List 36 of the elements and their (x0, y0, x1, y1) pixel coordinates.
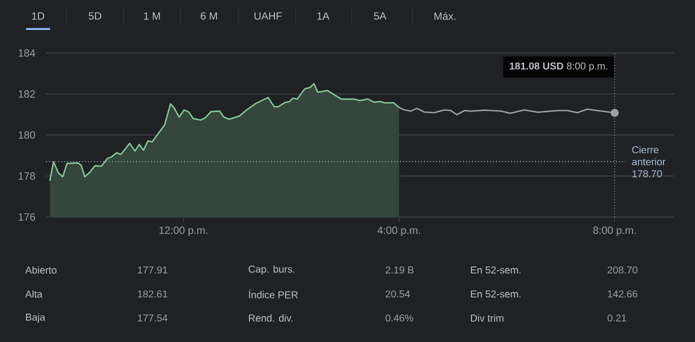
text: En 52-sem. (471, 266, 520, 274)
text: 5A (374, 12, 386, 20)
text: 2.19 B (386, 266, 414, 274)
annotation: 181.08 USD 8:00 p.m. (510, 62, 608, 72)
text: 0.46% (386, 314, 414, 322)
text: 1D (32, 12, 44, 20)
text: Cap. burs. (248, 265, 294, 275)
ref-line-label: Cierre anterior 178.70 (632, 146, 666, 178)
text: Máx. (434, 12, 456, 20)
text: 182.61 (138, 290, 168, 298)
x-tick-label: 4:00 p.m. (377, 226, 420, 236)
text: 5D (88, 12, 102, 20)
text: 142.66 (608, 290, 638, 298)
text: Abierto (25, 266, 56, 274)
y-tick-label: 176 (18, 213, 36, 221)
text: 1 M (144, 12, 160, 20)
text: 0.21 (608, 314, 626, 322)
text: 177.54 (138, 314, 168, 322)
text: 20.54 (386, 290, 410, 298)
text: 1A (317, 12, 330, 20)
y-tick-label: 182 (18, 90, 35, 98)
y-tick-label: 184 (18, 49, 36, 57)
text: Índice PER (248, 290, 298, 298)
x-tick-label: 8:00 p.m. (593, 226, 636, 236)
text: Div trim (471, 314, 504, 322)
text: UAHF (254, 12, 282, 20)
text: Baja (26, 313, 46, 323)
text: 177.91 (138, 266, 168, 274)
text: 208.70 (608, 266, 638, 274)
text: Alta (25, 290, 42, 298)
text: 6 M (200, 12, 217, 20)
text: Rend. div. (249, 314, 293, 322)
y-tick-label: 178 (18, 172, 36, 180)
text: En 52-sem. (471, 290, 520, 298)
y-tick-label: 180 (18, 131, 36, 139)
x-tick-label: 12:00 p.m. (159, 226, 208, 236)
